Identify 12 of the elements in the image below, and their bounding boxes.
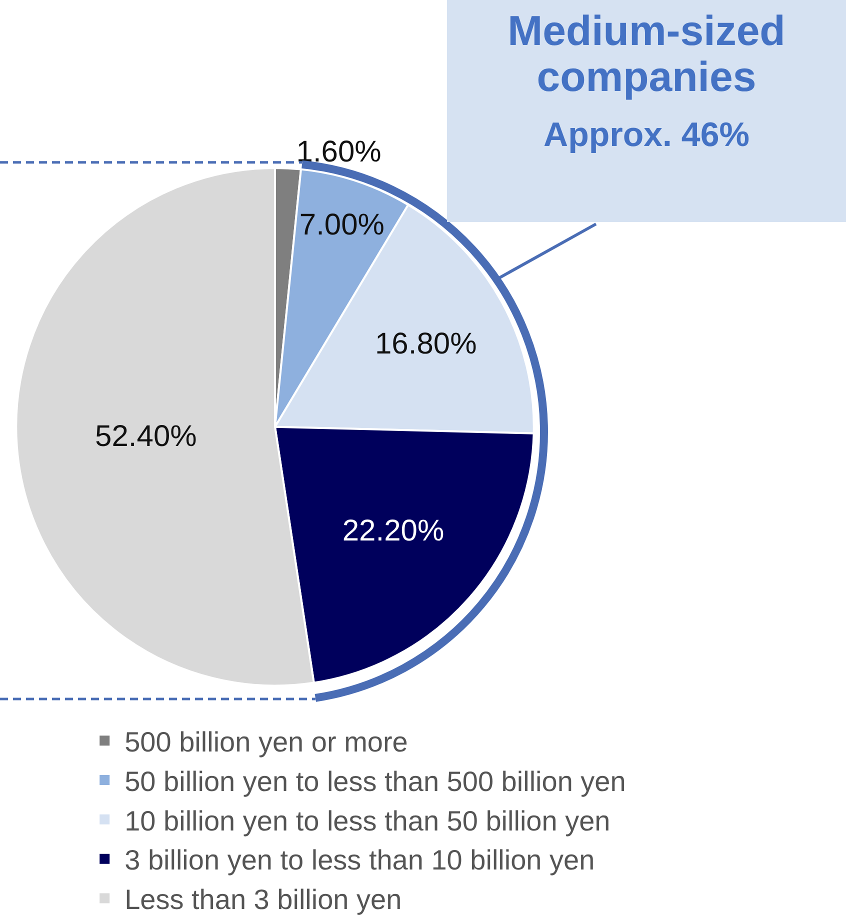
- data-label: 1.60%: [296, 135, 382, 168]
- data-label: 22.20%: [342, 514, 444, 548]
- legend-label: Less than 3 billion yen: [124, 884, 402, 916]
- text: Medium-sized companies: [506, 7, 786, 100]
- data-label: 7.00%: [299, 208, 384, 242]
- data-label: 52.40%: [95, 420, 197, 454]
- legend-label: 500 billion yen or more: [124, 726, 408, 758]
- text: Approx. 46%: [542, 116, 750, 155]
- legend-label: 10 billion yen to less than 50 billion yen: [124, 805, 610, 836]
- legend-label: 3 billion yen to less than 10 billion yen: [124, 844, 595, 876]
- data-label: 16.80%: [375, 327, 477, 360]
- legend-label: 50 billion yen to less than 500 billion yen: [124, 766, 626, 797]
